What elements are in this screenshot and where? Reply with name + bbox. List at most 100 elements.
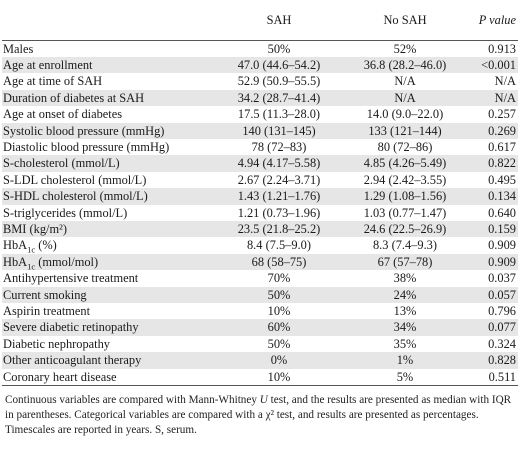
cell-sah: 52.9 (50.9–55.5) (237, 74, 321, 89)
cell-no-sah: 67 (57–78) (344, 253, 466, 271)
cell-sah: 4.94 (4.17–5.58) (214, 155, 344, 172)
cell-p-value: 0.828 (466, 352, 518, 369)
row-label: S-cholesterol (mmol/L) (2, 155, 214, 172)
cell-sah: 78 (72–83) (251, 139, 307, 154)
cell-no-sah: 36.8 (28.2–46.0) (344, 56, 466, 74)
table-row: Current smoking 50% 24% 0.057 (2, 286, 518, 303)
row-label: S-HDL cholesterol (mmol/L) (2, 188, 214, 205)
cell-no-sah: 52% (393, 41, 417, 56)
cell-no-sah: 24% (344, 286, 466, 303)
cell-no-sah: 1.29 (1.08–1.56) (344, 188, 466, 205)
cell-p-value: 0.913 (488, 41, 516, 56)
cell-sah: 10% (267, 304, 291, 318)
row-label: Age at time of SAH (3, 74, 103, 89)
cell-p-value: 0.511 (466, 368, 518, 387)
cell-no-sah: N/A (394, 74, 416, 89)
header-p-value: P value (466, 0, 518, 41)
row-label: Coronary heart disease (2, 368, 214, 387)
cell-sah: 10% (214, 368, 344, 387)
cell-p-value: 0.057 (466, 286, 518, 303)
table-row: S-HDL cholesterol (mmol/L) 1.43 (1.21–1.7… (2, 188, 518, 205)
cell-p-value: N/A (494, 74, 516, 89)
row-label: BMI (kg/m²) (2, 220, 214, 238)
row-label: Males (3, 41, 34, 56)
table-footnote: Continuous variables are compared with M… (5, 394, 512, 437)
row-label: HbA1c (mmol/mol) (2, 253, 214, 271)
cell-p-value: 0.495 (488, 172, 516, 187)
cell-p-value: 0.159 (466, 220, 518, 238)
cell-no-sah: 14.0 (9.0–22.0) (366, 107, 444, 122)
row-label: Age at enrollment (2, 56, 214, 74)
row-label: S-LDL cholesterol (mmol/L) (3, 172, 147, 187)
table-row: S-LDL cholesterol (mmol/L) 2.67 (2.24–3.7… (2, 172, 518, 188)
table-row: Duration of diabetes at SAH 34.2 (28.7–41… (2, 89, 518, 107)
cell-no-sah: 38% (393, 271, 417, 286)
cell-no-sah: 13% (393, 304, 417, 318)
cell-p-value: 0.909 (488, 238, 516, 253)
cell-no-sah: 35% (393, 336, 417, 351)
header-blank (2, 0, 214, 41)
cell-sah: 17.5 (11.3–28.0) (237, 107, 321, 122)
comparison-table: SAH No SAH P value Males 50% 52% 0.913 Age a… (2, 0, 518, 387)
table-row: Age at time of SAH 52.9 (50.9–55.5) N/A N/A (2, 73, 518, 89)
header-no-sah: No SAH (344, 0, 466, 41)
row-label: Severe diabetic retinopathy (2, 319, 214, 336)
table-row: S-triglycerides (mmol/L) 1.21 (0.73–1.96)… (2, 205, 518, 221)
cell-p-value: 0.324 (488, 336, 516, 351)
cell-sah: 50% (214, 286, 344, 303)
cell-sah: 68 (58–75) (214, 253, 344, 271)
row-label: Current smoking (2, 286, 214, 303)
cell-p-value: N/A (466, 89, 518, 107)
cell-sah: 8.4 (7.5–9.0) (246, 238, 311, 253)
cell-p-value: 0.796 (488, 304, 516, 318)
cell-p-value: 0.640 (488, 205, 516, 220)
cell-sah: 60% (214, 319, 344, 336)
cell-p-value: 0.617 (488, 139, 516, 154)
table-header-row: SAH No SAH P value (2, 0, 518, 41)
table-row: Diabetic nephropathy 50% 35% 0.324 (2, 336, 518, 352)
row-label: HbA1c (%) (3, 238, 57, 255)
table-row: Males 50% 52% 0.913 (2, 40, 518, 57)
table-row: HbA1c (mmol/mol) 68 (58–75) 67 (57–78) 0.90… (2, 253, 518, 271)
cell-no-sah: N/A (344, 89, 466, 107)
header-sah: SAH (214, 0, 344, 41)
table-row: HbA1c (%) 8.4 (7.5–9.0) 8.3 (7.4–9.3) 0.909 (2, 237, 518, 255)
cell-sah: 50% (267, 41, 291, 56)
table-row: Diastolic blood pressure (mmHg) 78 (72–83… (2, 139, 518, 155)
cell-sah: 23.5 (21.8–25.2) (214, 220, 344, 238)
cell-p-value: 0.134 (466, 188, 518, 205)
row-label: Age at onset of diabetes (3, 107, 123, 122)
cell-sah: 2.67 (2.24–3.71) (237, 172, 321, 187)
table-row: BMI (kg/m²) 23.5 (21.8–25.2) 24.6 (22.5–26… (2, 220, 518, 238)
cell-p-value: 0.037 (488, 271, 516, 286)
cell-sah: 1.43 (1.21–1.76) (214, 188, 344, 205)
table-row: Age at onset of diabetes 17.5 (11.3–28.0)… (2, 106, 518, 122)
cell-no-sah: 133 (121–144) (344, 122, 466, 139)
row-label: Systolic blood pressure (mmHg) (2, 122, 214, 139)
table-row: Severe diabetic retinopathy 60% 34% 0.077 (2, 319, 518, 336)
table-row: Systolic blood pressure (mmHg) 140 (131–1… (2, 122, 518, 139)
cell-sah: 34.2 (28.7–41.4) (214, 89, 344, 107)
table-row: Coronary heart disease 10% 5% 0.511 (2, 368, 518, 387)
row-label: Other anticoagulant therapy (2, 352, 214, 369)
row-label: Duration of diabetes at SAH (2, 89, 214, 107)
cell-sah: 0% (214, 352, 344, 369)
cell-no-sah: 1.03 (0.77–1.47) (363, 205, 447, 220)
cell-p-value: 0.257 (488, 107, 516, 122)
row-label: Diastolic blood pressure (mmHg) (3, 139, 170, 154)
table-row: Age at enrollment 47.0 (44.6–54.2) 36.8 (2… (2, 56, 518, 74)
cell-p-value: 0.269 (466, 122, 518, 139)
row-label: Antihypertensive treatment (3, 271, 139, 286)
cell-no-sah: 5% (344, 368, 466, 387)
row-label: Diabetic nephropathy (3, 336, 111, 351)
row-label: Aspirin treatment (3, 304, 91, 318)
cell-p-value: 0.822 (466, 155, 518, 172)
cell-p-value: <0.001 (466, 56, 518, 74)
cell-no-sah: 80 (72–86) (377, 139, 433, 154)
table-row: Other anticoagulant therapy 0% 1% 0.828 (2, 352, 518, 369)
cell-sah: 50% (267, 336, 291, 351)
row-label: S-triglycerides (mmol/L) (3, 205, 128, 220)
cell-no-sah: 8.3 (7.4–9.3) (372, 238, 437, 253)
cell-no-sah: 1% (344, 352, 466, 369)
